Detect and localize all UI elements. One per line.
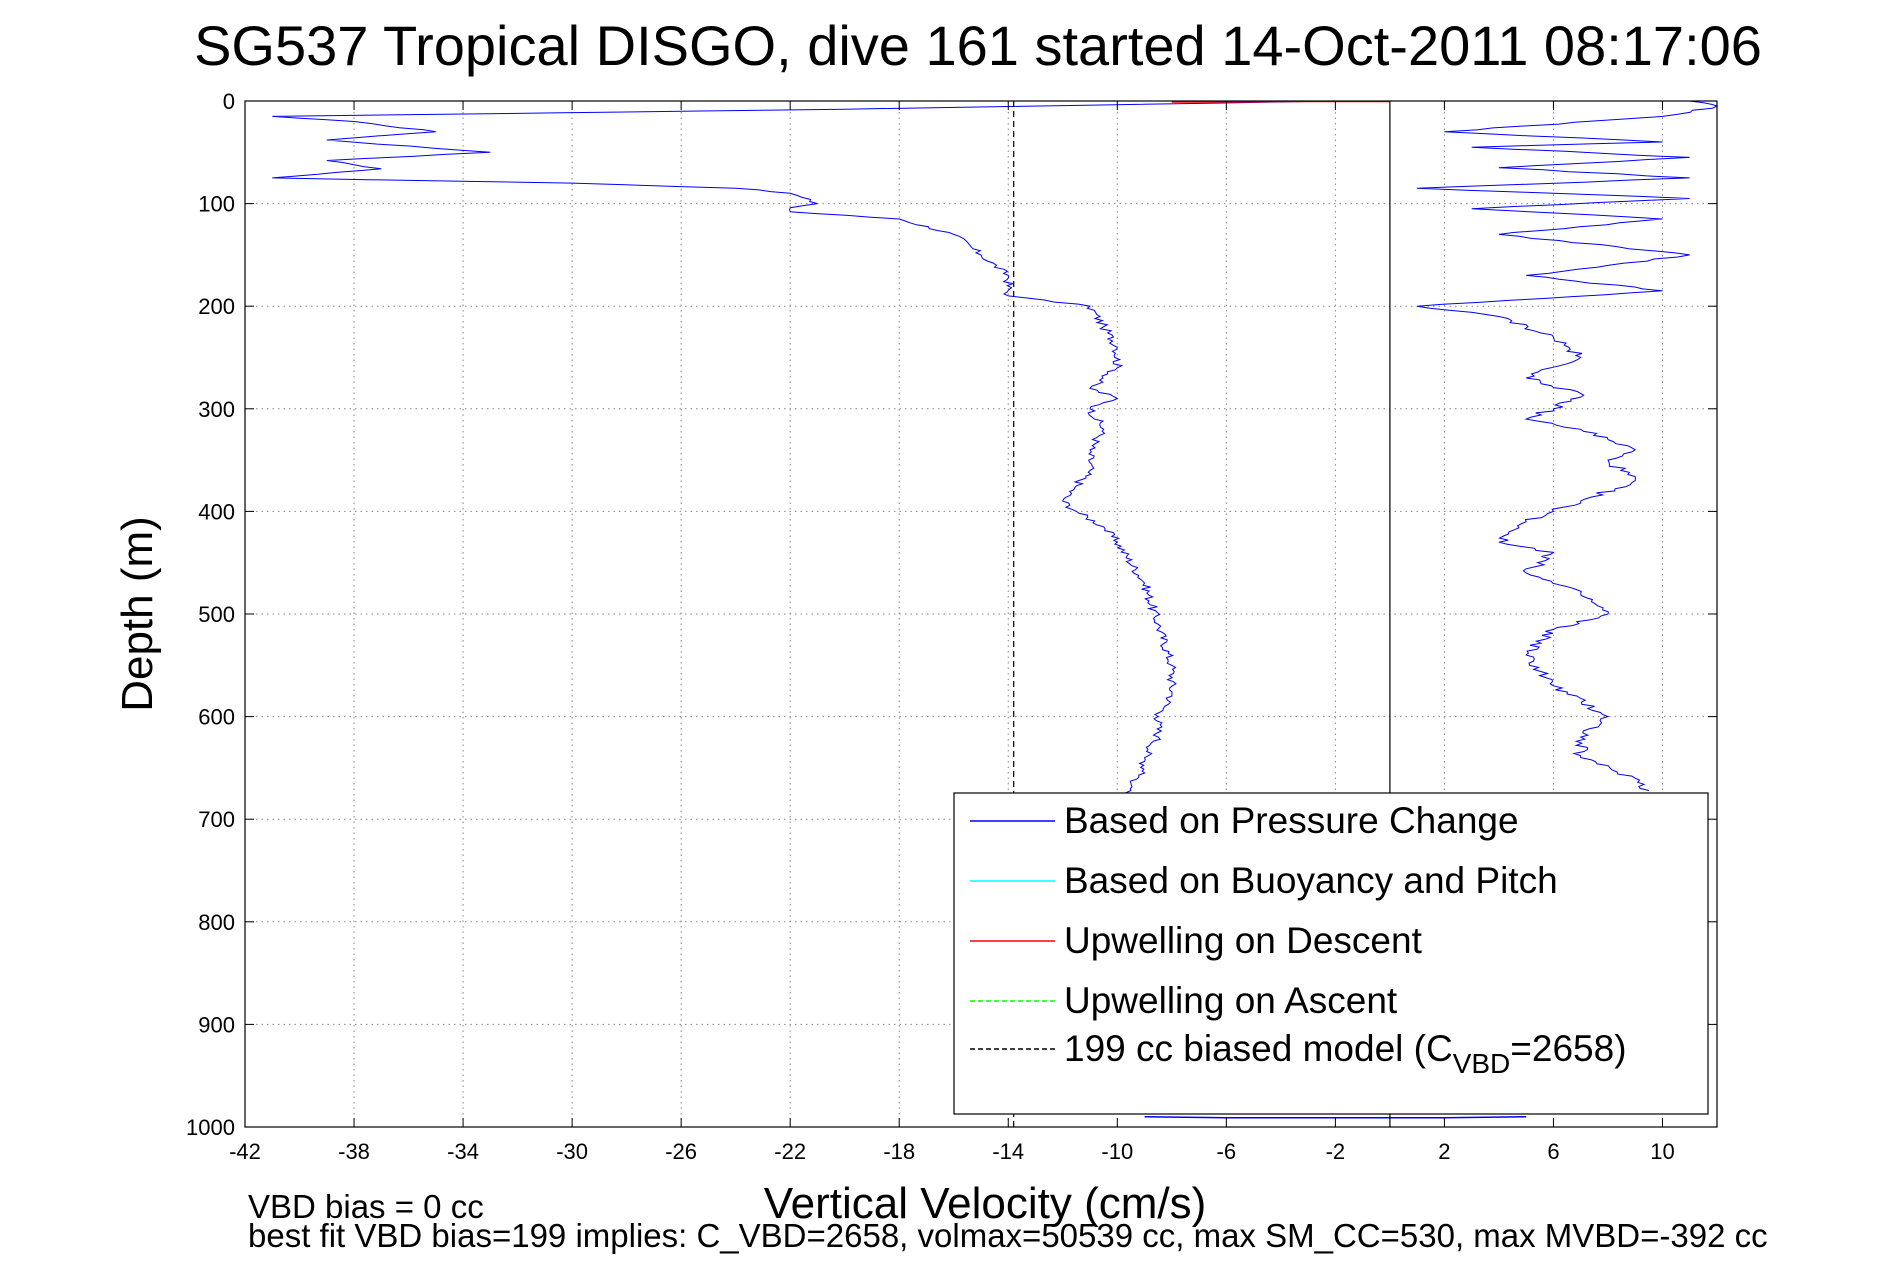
y-tick-label: 300 — [198, 397, 235, 422]
series-pressure-bottom — [1144, 1115, 1527, 1119]
y-tick-label: 800 — [198, 910, 235, 935]
y-tick-label: 400 — [198, 499, 235, 524]
legend-label: Upwelling on Ascent — [1064, 980, 1398, 1021]
y-axis-label: Depth (m) — [113, 516, 162, 712]
x-tick-label: -26 — [665, 1139, 697, 1164]
series-pressure-descent — [272, 100, 1336, 799]
footer-line-2: best fit VBD bias=199 implies: C_VBD=265… — [248, 1217, 1768, 1254]
y-tick-label: 600 — [198, 705, 235, 730]
x-tick-label: 2 — [1438, 1139, 1450, 1164]
y-tick-label: 700 — [198, 807, 235, 832]
y-tick-label: 100 — [198, 192, 235, 217]
x-tick-label: -22 — [774, 1139, 806, 1164]
x-tick-label: 6 — [1547, 1139, 1559, 1164]
y-tick-label: 500 — [198, 602, 235, 627]
legend-label: Based on Pressure Change — [1064, 800, 1519, 841]
x-tick-label: -38 — [338, 1139, 370, 1164]
x-tick-label: -14 — [992, 1139, 1024, 1164]
y-tick-label: 200 — [198, 294, 235, 319]
x-tick-label: -42 — [229, 1139, 261, 1164]
x-tick-label: -6 — [1217, 1139, 1237, 1164]
x-axis-ticks: -42 -38 -34 -30 -26 -22 -18 -14 -10 -6 -2 2 6 10 — [229, 101, 1675, 1164]
footer-line-1: VBD bias = 0 cc — [248, 1188, 484, 1225]
series-pressure-ascent — [1417, 100, 1719, 791]
legend-label: Based on Buoyancy and Pitch — [1064, 860, 1558, 901]
x-axis-label: Vertical Velocity (cm/s) — [764, 1179, 1207, 1228]
chart-title: SG537 Tropical DISGO, dive 161 started 1… — [194, 14, 1762, 77]
x-tick-label: -10 — [1101, 1139, 1133, 1164]
x-tick-label: 10 — [1650, 1139, 1674, 1164]
x-tick-label: -18 — [883, 1139, 915, 1164]
y-tick-label: 0 — [223, 89, 235, 114]
y-tick-label: 1000 — [186, 1115, 235, 1140]
x-tick-label: -30 — [556, 1139, 588, 1164]
x-tick-label: -34 — [447, 1139, 479, 1164]
y-axis-ticks: 0 100 200 300 400 500 600 700 800 900 1000 — [186, 89, 1717, 1140]
legend-frame — [953, 792, 1709, 1115]
x-tick-label: -2 — [1326, 1139, 1346, 1164]
legend-box: Based on Pressure Change Based on Buoyanc… — [953, 792, 1709, 1115]
legend-label: Upwelling on Descent — [1064, 920, 1423, 961]
y-tick-label: 900 — [198, 1012, 235, 1037]
